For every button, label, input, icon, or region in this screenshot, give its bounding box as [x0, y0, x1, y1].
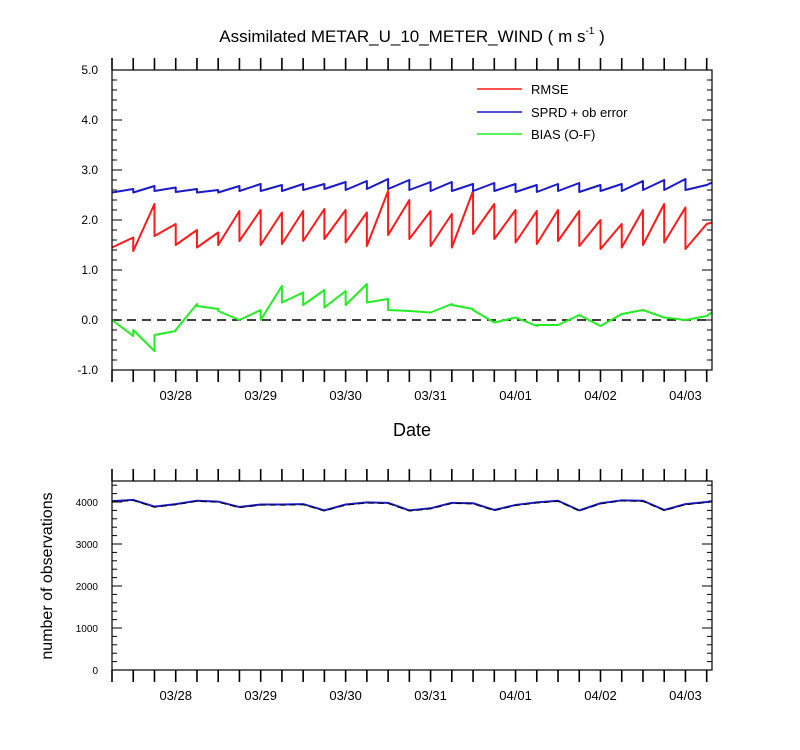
x-tick-label: 04/03: [669, 688, 702, 703]
series-line-observations-used: [111, 500, 713, 512]
series-line-sprd-ob-error: [111, 178, 713, 194]
legend: RMSE SPRD + ob error BIAS (O-F): [477, 82, 628, 142]
bottom-series-group: [111, 498, 713, 512]
title-superscript: -1: [585, 26, 594, 37]
y-tick-label: 4.0: [81, 113, 98, 127]
top-series-group: [111, 178, 713, 352]
x-tick-label: 04/03: [669, 388, 702, 403]
y-tick-label: 3.0: [81, 163, 98, 177]
series-line-bias-o-f: [111, 283, 713, 352]
x-tick-label: 04/01: [499, 388, 532, 403]
title-end: ): [594, 27, 604, 46]
x-tick-label: 04/01: [499, 688, 532, 703]
series-line-observations-possible: [111, 498, 713, 512]
series-line-rmse: [111, 190, 713, 252]
bottom-axis-ticks: [111, 469, 712, 682]
bottom-y-tick-labels: 0 1000 2000 3000 4000: [76, 498, 99, 677]
y-tick-label: -1.0: [77, 363, 98, 377]
top-chart: -1.00.01.02.03.04.05.0 03/28 03/29 03/30 03…: [77, 58, 713, 440]
title-main: Assimilated METAR_U_10_METER_WIND ( m s: [219, 27, 585, 46]
top-y-tick-labels: -1.0 0.0 1.0 2.0 3.0 4.0 5.0: [77, 63, 98, 377]
x-tick-label: 03/30: [329, 388, 362, 403]
y-tick-label: 0.0: [81, 313, 98, 327]
x-tick-label: 03/28: [159, 688, 192, 703]
legend-label-spread: SPRD + ob error: [531, 105, 628, 120]
legend-label-bias: BIAS (O-F): [531, 127, 595, 142]
x-tick-label: 04/02: [584, 688, 617, 703]
x-tick-label: 03/31: [414, 688, 447, 703]
top-x-axis-label: Date: [393, 420, 431, 440]
y-tick-label: 1000: [76, 624, 99, 635]
bottom-plot-frame: [111, 480, 713, 671]
y-tick-label: 2000: [76, 582, 99, 593]
x-tick-label: 03/29: [244, 688, 277, 703]
y-tick-label: 0: [92, 666, 98, 677]
legend-label-rmse: RMSE: [531, 82, 569, 97]
y-tick-label: 4000: [76, 498, 99, 509]
bottom-y-axis-label: number of observations: [39, 492, 56, 659]
chart-title: Assimilated METAR_U_10_METER_WIND ( m s-…: [219, 26, 605, 46]
x-tick-label: 04/02: [584, 388, 617, 403]
top-plot-frame: [111, 69, 713, 371]
y-tick-label: 1.0: [81, 263, 98, 277]
x-tick-label: 03/28: [159, 388, 192, 403]
y-tick-label: 2.0: [81, 213, 98, 227]
bottom-x-tick-labels: 03/28 03/29 03/30 03/31 04/01 04/02 04/03: [159, 688, 701, 703]
bottom-chart: 0 1000 2000 3000 4000 03/28 03/29 03/30 03/31 04…: [39, 469, 713, 703]
top-x-tick-labels: 03/28 03/29 03/30 03/31 04/01 04/02 04/03: [159, 388, 701, 403]
x-tick-label: 03/29: [244, 388, 277, 403]
y-tick-label: 5.0: [81, 63, 98, 77]
x-tick-label: 03/30: [329, 688, 362, 703]
x-tick-label: 03/31: [414, 388, 447, 403]
y-tick-label: 3000: [76, 540, 99, 551]
